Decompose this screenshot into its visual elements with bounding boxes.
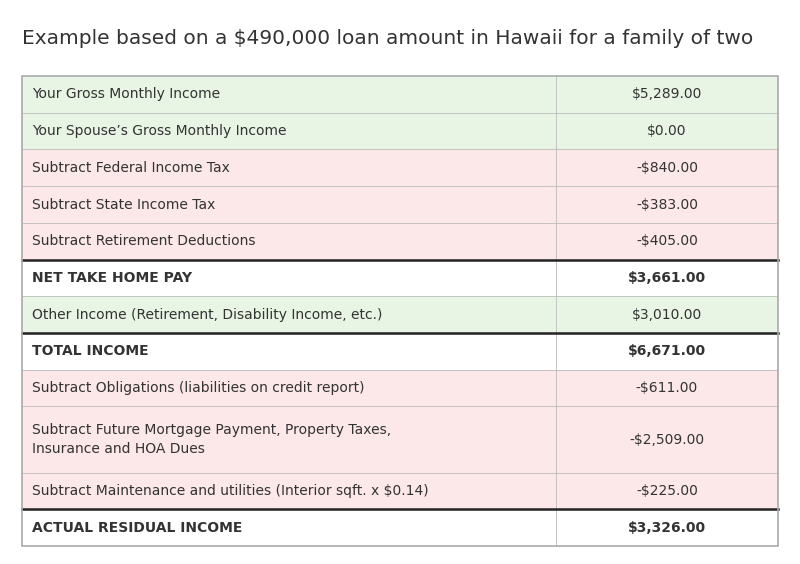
- Bar: [556, 473, 778, 509]
- Text: ACTUAL RESIDUAL INCOME: ACTUAL RESIDUAL INCOME: [32, 521, 242, 535]
- Text: -$225.00: -$225.00: [636, 484, 698, 498]
- Bar: [22, 407, 556, 473]
- Bar: [556, 186, 778, 223]
- Text: Subtract Retirement Deductions: Subtract Retirement Deductions: [32, 234, 255, 248]
- Text: -$383.00: -$383.00: [636, 197, 698, 212]
- Text: NET TAKE HOME PAY: NET TAKE HOME PAY: [32, 271, 192, 285]
- Bar: [22, 113, 556, 149]
- Text: $0.00: $0.00: [647, 124, 686, 138]
- Text: $6,671.00: $6,671.00: [628, 345, 706, 358]
- Bar: [22, 223, 556, 259]
- Text: -$405.00: -$405.00: [636, 234, 698, 248]
- Text: -$840.00: -$840.00: [636, 161, 698, 175]
- Bar: [22, 370, 556, 407]
- Bar: [556, 223, 778, 259]
- Text: Your Gross Monthly Income: Your Gross Monthly Income: [32, 87, 220, 102]
- Text: Subtract Maintenance and utilities (Interior sqft. x $0.14): Subtract Maintenance and utilities (Inte…: [32, 484, 429, 498]
- Text: Subtract Federal Income Tax: Subtract Federal Income Tax: [32, 161, 230, 175]
- Bar: [22, 259, 556, 296]
- Text: Example based on a $490,000 loan amount in Hawaii for a family of two: Example based on a $490,000 loan amount …: [22, 29, 754, 48]
- Text: -$2,509.00: -$2,509.00: [630, 433, 705, 447]
- Bar: [22, 333, 556, 370]
- Text: Subtract Obligations (liabilities on credit report): Subtract Obligations (liabilities on cre…: [32, 381, 365, 395]
- Text: Subtract State Income Tax: Subtract State Income Tax: [32, 197, 215, 212]
- Bar: [556, 407, 778, 473]
- Bar: [22, 296, 556, 333]
- Text: $3,661.00: $3,661.00: [628, 271, 706, 285]
- Bar: [22, 149, 556, 186]
- Text: $3,010.00: $3,010.00: [632, 308, 702, 321]
- Text: $5,289.00: $5,289.00: [632, 87, 702, 102]
- Bar: [556, 370, 778, 407]
- Text: -$611.00: -$611.00: [636, 381, 698, 395]
- Bar: [556, 296, 778, 333]
- Text: Subtract Future Mortgage Payment, Property Taxes,
Insurance and HOA Dues: Subtract Future Mortgage Payment, Proper…: [32, 423, 391, 456]
- Bar: [22, 473, 556, 509]
- Bar: [556, 259, 778, 296]
- Text: $3,326.00: $3,326.00: [628, 521, 706, 535]
- Bar: [22, 76, 556, 113]
- Bar: [556, 333, 778, 370]
- Bar: [556, 113, 778, 149]
- Bar: [556, 509, 778, 546]
- Text: Your Spouse’s Gross Monthly Income: Your Spouse’s Gross Monthly Income: [32, 124, 286, 138]
- Bar: [556, 149, 778, 186]
- Bar: [556, 76, 778, 113]
- Bar: [22, 509, 556, 546]
- Bar: [22, 186, 556, 223]
- Text: TOTAL INCOME: TOTAL INCOME: [32, 345, 149, 358]
- Text: Other Income (Retirement, Disability Income, etc.): Other Income (Retirement, Disability Inc…: [32, 308, 382, 321]
- Bar: [22, 76, 778, 546]
